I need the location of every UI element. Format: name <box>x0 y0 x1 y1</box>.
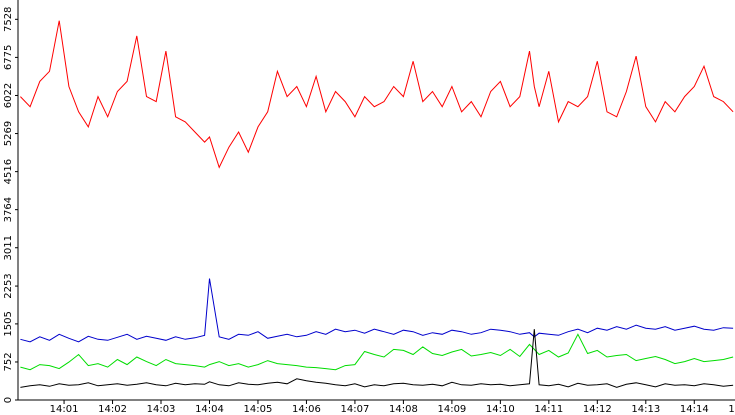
y-tick-label: 752 <box>3 352 14 371</box>
x-tick-label: 14:03 <box>147 404 176 415</box>
series-line <box>20 20 734 169</box>
x-tick-label: 14:09 <box>437 404 466 415</box>
series-line <box>20 278 734 343</box>
x-tick-label: 14:08 <box>389 404 418 415</box>
y-tick-label: 7528 <box>3 7 14 32</box>
x-tick-label: 14:07 <box>341 404 370 415</box>
y-tick-label: 6775 <box>3 45 14 70</box>
y-tick-label: 0 <box>3 397 14 403</box>
y-tick-label: 5269 <box>3 121 14 146</box>
series-line <box>20 329 734 388</box>
y-tick-label: 3011 <box>3 235 14 260</box>
x-tick-label: 14:02 <box>98 404 127 415</box>
x-tick-label: 14:06 <box>292 404 321 415</box>
x-tick-label: 14:05 <box>244 404 273 415</box>
x-tick-label: 14:12 <box>583 404 612 415</box>
x-tick-label: 14:11 <box>534 404 563 415</box>
y-tick-label: 4516 <box>3 159 14 184</box>
y-tick-label: 2253 <box>3 273 14 298</box>
x-tick-label: 14:15 <box>728 404 735 415</box>
y-tick-label: 1505 <box>3 311 14 336</box>
x-tick-label: 14:04 <box>195 404 224 415</box>
series-line <box>20 333 734 371</box>
y-tick-label: 6022 <box>3 83 14 108</box>
x-tick-label: 14:10 <box>486 404 515 415</box>
x-tick-label: 14:01 <box>50 404 79 415</box>
y-tick-label: 3764 <box>3 197 14 222</box>
x-tick-label: 14:13 <box>631 404 660 415</box>
x-tick-label: 14:14 <box>680 404 709 415</box>
